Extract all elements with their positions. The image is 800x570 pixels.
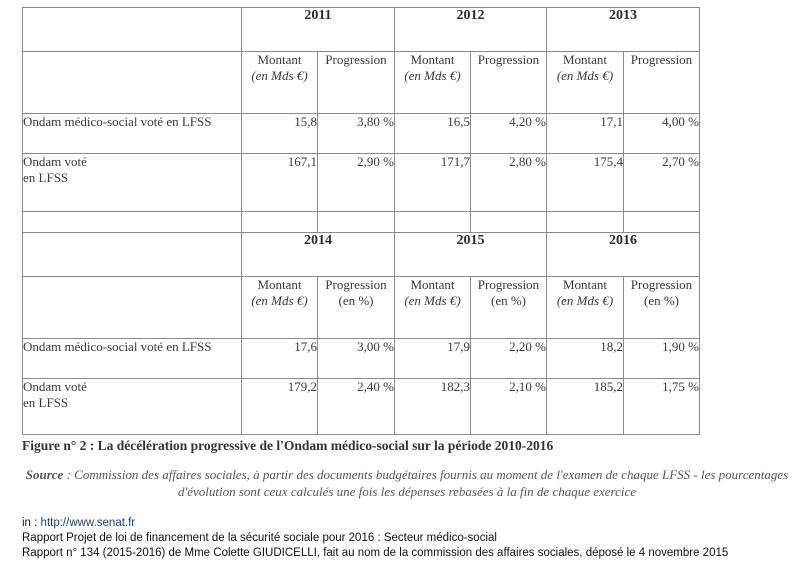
progression-cell: 2,80 % (470, 153, 547, 212)
spacer-row (22, 211, 700, 233)
ondam-table: 2011 2012 2013 Montant (en Mds €) Progres… (22, 7, 700, 435)
reference-line: in : http://www.senat.fr (22, 517, 136, 529)
progression-cell: 2,20 % (470, 338, 547, 379)
montant-cell: 17,6 (241, 338, 318, 379)
year-header: 2014 (241, 232, 395, 277)
senat-link[interactable]: http://www.senat.fr (40, 517, 136, 529)
montant-cell: 175,4 (546, 153, 624, 212)
montant-header: Montant (en Mds €) (546, 276, 624, 339)
progression-cell: 3,00 % (317, 338, 395, 379)
montant-header: Montant (en Mds €) (241, 276, 318, 339)
table-row: Ondam médico-social voté en LFSS 15,8 3,… (22, 113, 700, 154)
progression-cell: 2,10 % (470, 378, 547, 435)
montant-cell: 17,9 (394, 338, 471, 379)
year-header: 2016 (546, 232, 700, 277)
progression-header: Progression (623, 51, 700, 114)
reference-line: Rapport Projet de loi de financement de … (22, 532, 497, 544)
montant-cell: 17,1 (546, 113, 624, 154)
montant-cell: 182,3 (394, 378, 471, 435)
empty-cell (22, 232, 242, 277)
progression-header: Progression (en %) (623, 276, 700, 339)
year-header: 2012 (394, 7, 547, 52)
progression-header: Progression (en %) (317, 276, 395, 339)
progression-header: Progression (317, 51, 395, 114)
source-text: : Commission des affaires sociales, à pa… (63, 467, 789, 499)
empty-cell (22, 7, 242, 52)
reference-line: Rapport n° 134 (2015-2016) de Mme Colett… (22, 547, 729, 559)
progression-cell: 3,80 % (317, 113, 395, 154)
column-header-row: Montant (en Mds €) Progression (en %) Mont… (22, 276, 700, 339)
montant-cell: 185,2 (546, 378, 624, 435)
column-header-row: Montant (en Mds €) Progression Montant (en… (22, 51, 700, 114)
row-label: Ondam voté en LFSS (22, 378, 242, 435)
progression-header: Progression (470, 51, 547, 114)
year-header-row: 2011 2012 2013 (22, 7, 700, 52)
figure-number: Figure n° 2 : (22, 438, 95, 453)
progression-cell: 4,00 % (623, 113, 700, 154)
table-row: Ondam médico-social voté en LFSS 17,6 3,… (22, 338, 700, 379)
progression-cell: 1,90 % (623, 338, 700, 379)
progression-cell: 1,75 % (623, 378, 700, 435)
year-header: 2011 (241, 7, 395, 52)
progression-header: Progression (en %) (470, 276, 547, 339)
figure-title: La décélération progressive de l'Ondam m… (94, 438, 554, 453)
montant-cell: 15,8 (241, 113, 318, 154)
progression-cell: 2,90 % (317, 153, 395, 212)
source-note: Source : Commission des affaires sociale… (22, 466, 792, 500)
montant-header: Montant (en Mds €) (546, 51, 624, 114)
montant-header: Montant (en Mds €) (241, 51, 318, 114)
montant-cell: 18,2 (546, 338, 624, 379)
progression-cell: 2,70 % (623, 153, 700, 212)
year-header: 2015 (394, 232, 547, 277)
row-label: Ondam voté en LFSS (22, 153, 242, 212)
montant-cell: 167,1 (241, 153, 318, 212)
progression-cell: 4,20 % (470, 113, 547, 154)
montant-header: Montant (en Mds €) (394, 276, 471, 339)
empty-cell (22, 51, 242, 114)
montant-cell: 179,2 (241, 378, 318, 435)
empty-cell (22, 276, 242, 339)
table-row: Ondam voté en LFSS 179,2 2,40 % 182,3 2,1… (22, 378, 700, 435)
table-row: Ondam voté en LFSS 167,1 2,90 % 171,7 2,8… (22, 153, 700, 212)
montant-header: Montant (en Mds €) (394, 51, 471, 114)
source-label: Source (25, 467, 64, 482)
montant-cell: 16,5 (394, 113, 471, 154)
year-header: 2013 (546, 7, 700, 52)
references: in : http://www.senat.fr Rapport Projet … (22, 516, 728, 561)
year-header-row: 2014 2015 2016 (22, 232, 700, 277)
row-label: Ondam médico-social voté en LFSS (22, 113, 242, 154)
progression-cell: 2,40 % (317, 378, 395, 435)
row-label: Ondam médico-social voté en LFSS (22, 338, 242, 379)
montant-cell: 171,7 (394, 153, 471, 212)
figure-caption: Figure n° 2 : La décélération progressiv… (22, 438, 553, 454)
